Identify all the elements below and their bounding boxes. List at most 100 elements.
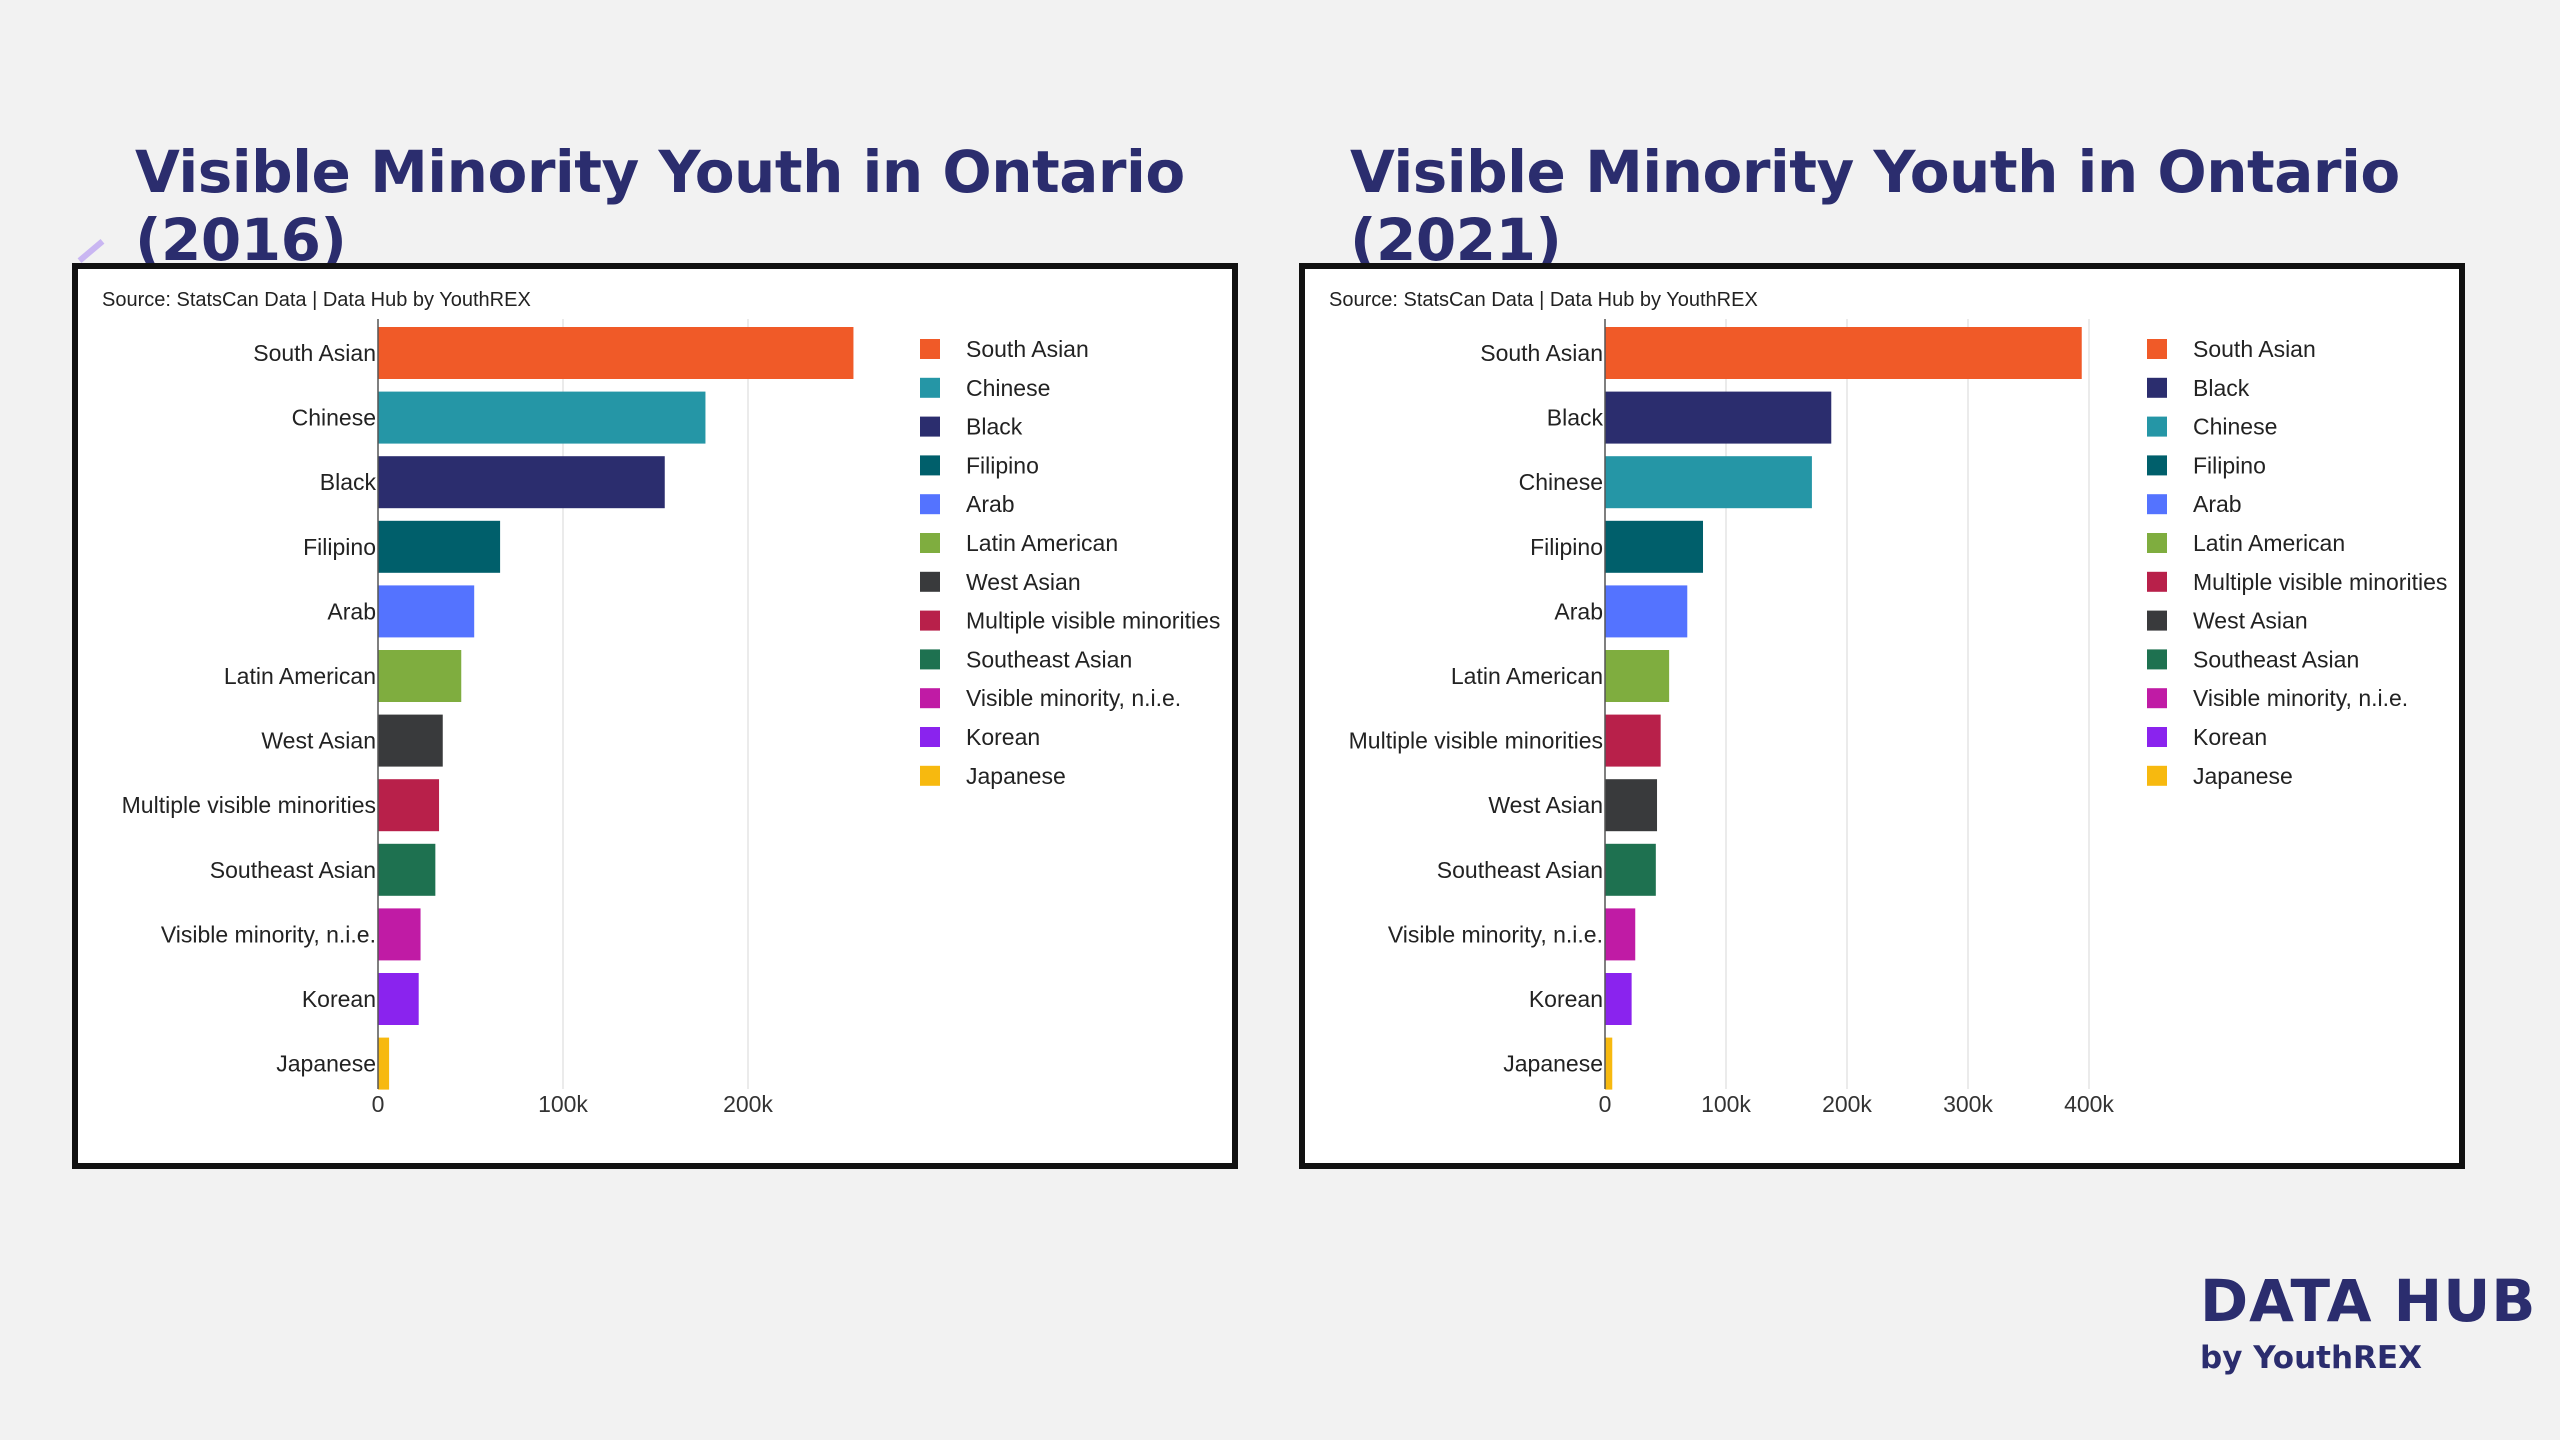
legend-swatch <box>2147 571 2167 592</box>
x-tick-label: 300k <box>1943 1091 1993 1117</box>
legend-label: West Asian <box>2193 608 2308 634</box>
bar-chart-2021: Source: StatsCan Data | Data Hub by Yout… <box>1329 289 2447 1117</box>
bar-west-asian <box>1605 779 1658 832</box>
category-label: Filipino <box>1530 534 1603 560</box>
legend-label: Southeast Asian <box>2193 646 2359 672</box>
legend-swatch <box>2147 688 2167 709</box>
legend-swatch <box>2147 416 2167 437</box>
legend-swatch <box>2147 455 2167 476</box>
x-tick-label: 0 <box>1599 1091 1612 1117</box>
legend-swatch <box>920 649 940 670</box>
category-label: West Asian <box>1488 792 1603 818</box>
category-label: Arab <box>1554 598 1603 624</box>
bar-latin-american <box>1605 650 1670 702</box>
bar-korean <box>1605 973 1632 1025</box>
legend-label: Visible minority, n.i.e. <box>2193 685 2408 711</box>
bar-black <box>1605 391 1832 444</box>
source-note: Source: StatsCan Data | Data Hub by Yout… <box>1329 289 1758 311</box>
category-label: Southeast Asian <box>210 857 376 883</box>
chart-title-2021: Visible Minority Youth in Ontario (2021) <box>1350 138 2400 274</box>
legend-swatch <box>2147 339 2167 359</box>
category-label: West Asian <box>261 728 376 754</box>
bar-japanese <box>1605 1037 1613 1090</box>
category-label: Latin American <box>1451 663 1603 689</box>
bar-southeast-asian <box>1605 843 1656 896</box>
category-label: Black <box>1547 405 1604 431</box>
x-tick-label: 100k <box>1701 1091 1751 1117</box>
legend-label: Latin American <box>2193 530 2345 556</box>
brand-logo: DATA HUB by YouthREX <box>2200 1268 2537 1376</box>
legend-swatch <box>2147 727 2167 747</box>
legend-swatch <box>2147 494 2167 515</box>
legend-swatch <box>920 571 940 592</box>
legend-label: Korean <box>966 724 1040 750</box>
legend-swatch <box>2147 610 2167 631</box>
bar-visible-minority-n-i-e <box>1605 908 1636 961</box>
x-tick-label: 0 <box>372 1091 385 1117</box>
category-label: Chinese <box>292 405 376 431</box>
legend-label: Korean <box>2193 724 2267 750</box>
brand-sub-text: by YouthREX <box>2200 1340 2422 1376</box>
bar-latin-american <box>378 650 462 702</box>
category-label: Arab <box>327 598 376 624</box>
legend-swatch <box>2147 649 2167 670</box>
category-label: Latin American <box>224 663 376 689</box>
bar-black <box>378 456 665 509</box>
chart-panel-2021: Source: StatsCan Data | Data Hub by Yout… <box>1299 263 2465 1169</box>
bar-south-asian <box>1605 327 2082 379</box>
legend-label: Japanese <box>966 763 1066 789</box>
legend-swatch <box>920 494 940 515</box>
legend-label: Japanese <box>2193 763 2293 789</box>
legend-swatch <box>920 610 940 631</box>
category-label: Black <box>320 469 377 495</box>
bar-multiple-visible-minorities <box>378 779 440 832</box>
legend-swatch <box>920 377 940 398</box>
category-label: South Asian <box>253 340 376 366</box>
legend-swatch <box>920 416 940 437</box>
bar-multiple-visible-minorities <box>1605 714 1661 767</box>
source-note: Source: StatsCan Data | Data Hub by Yout… <box>102 289 531 311</box>
legend-swatch <box>920 455 940 476</box>
legend-swatch <box>2147 765 2167 786</box>
bar-korean <box>378 973 419 1025</box>
x-tick-label: 200k <box>723 1091 773 1117</box>
category-label: Multiple visible minorities <box>122 792 376 818</box>
category-label: Filipino <box>303 534 376 560</box>
bar-chinese <box>378 391 706 444</box>
legend-label: Black <box>966 414 1023 440</box>
bar-japanese <box>378 1037 390 1090</box>
legend-label: Filipino <box>2193 452 2266 478</box>
legend-label: Latin American <box>966 530 1118 556</box>
legend-label: Chinese <box>966 375 1050 401</box>
legend-label: Multiple visible minorities <box>966 608 1220 634</box>
category-label: Japanese <box>1503 1051 1603 1077</box>
legend-label: Chinese <box>2193 414 2277 440</box>
bar-arab <box>378 585 475 638</box>
legend-label: South Asian <box>966 336 1089 362</box>
legend-label: Multiple visible minorities <box>2193 569 2447 595</box>
legend-label: West Asian <box>966 569 1081 595</box>
chart-panel-2016: Source: StatsCan Data | Data Hub by Yout… <box>72 263 1238 1169</box>
legend-label: South Asian <box>2193 336 2316 362</box>
bar-arab <box>1605 585 1688 638</box>
legend-swatch <box>920 765 940 786</box>
category-label: Japanese <box>276 1051 376 1077</box>
category-label: Southeast Asian <box>1437 857 1603 883</box>
legend-swatch <box>2147 533 2167 553</box>
legend-swatch <box>920 688 940 709</box>
x-tick-label: 400k <box>2064 1091 2114 1117</box>
bar-chart-2016: Source: StatsCan Data | Data Hub by Yout… <box>102 289 1220 1117</box>
x-tick-label: 100k <box>538 1091 588 1117</box>
bar-south-asian <box>378 327 854 379</box>
bar-filipino <box>1605 520 1704 573</box>
bar-filipino <box>378 520 501 573</box>
legend-swatch <box>920 533 940 553</box>
decorative-mark <box>77 239 105 263</box>
category-label: Multiple visible minorities <box>1349 728 1603 754</box>
category-label: Korean <box>1529 986 1603 1012</box>
chart-title-2016: Visible Minority Youth in Ontario (2016) <box>135 138 1185 274</box>
legend-label: Arab <box>966 491 1015 517</box>
legend-label: Visible minority, n.i.e. <box>966 685 1181 711</box>
category-label: Visible minority, n.i.e. <box>1388 921 1603 947</box>
legend-label: Filipino <box>966 452 1039 478</box>
